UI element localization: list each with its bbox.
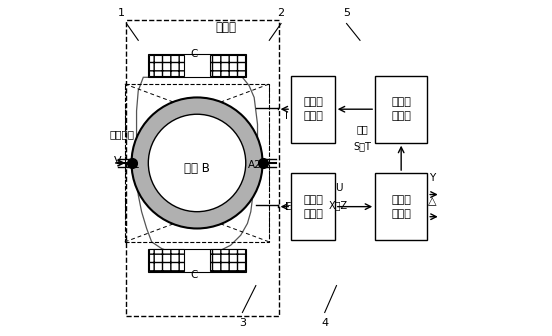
Text: 3: 3 — [239, 318, 246, 328]
Text: C: C — [190, 49, 198, 59]
Text: S和T: S和T — [353, 141, 371, 151]
Bar — [148, 54, 246, 77]
Circle shape — [148, 114, 246, 212]
Text: 传感器: 传感器 — [215, 20, 236, 34]
Circle shape — [131, 97, 263, 228]
Text: E: E — [285, 202, 291, 212]
Text: 时序: 时序 — [357, 124, 369, 134]
Text: U: U — [336, 183, 343, 193]
Bar — [149, 54, 184, 77]
Text: 1: 1 — [118, 8, 125, 18]
Bar — [210, 54, 245, 77]
Bar — [148, 249, 246, 272]
Text: Y: Y — [429, 173, 435, 183]
Bar — [291, 173, 335, 240]
Text: C: C — [190, 270, 198, 281]
Text: 磁场 B: 磁场 B — [184, 162, 210, 174]
Text: 信号放
大单元: 信号放 大单元 — [303, 195, 323, 219]
Bar — [125, 84, 269, 242]
Text: 时序控
制单元: 时序控 制单元 — [391, 97, 411, 121]
Bar — [126, 20, 279, 316]
Text: 2: 2 — [278, 8, 285, 18]
Bar — [210, 249, 245, 271]
Text: 5: 5 — [343, 8, 350, 18]
Bar — [375, 173, 427, 240]
Text: 流体流速: 流体流速 — [110, 129, 135, 139]
Polygon shape — [136, 72, 258, 255]
Text: A1: A1 — [127, 160, 141, 170]
Text: △: △ — [428, 197, 437, 207]
Text: 4: 4 — [321, 318, 328, 328]
Text: X和Z: X和Z — [328, 200, 348, 210]
Text: 励磁驱
动单元: 励磁驱 动单元 — [303, 97, 323, 121]
Text: V: V — [114, 156, 121, 166]
Bar — [149, 249, 184, 271]
Bar — [375, 76, 427, 143]
Bar — [291, 76, 335, 143]
Text: I: I — [285, 111, 288, 121]
Text: A2: A2 — [247, 160, 261, 170]
Text: 信号处
理单元: 信号处 理单元 — [391, 195, 411, 219]
